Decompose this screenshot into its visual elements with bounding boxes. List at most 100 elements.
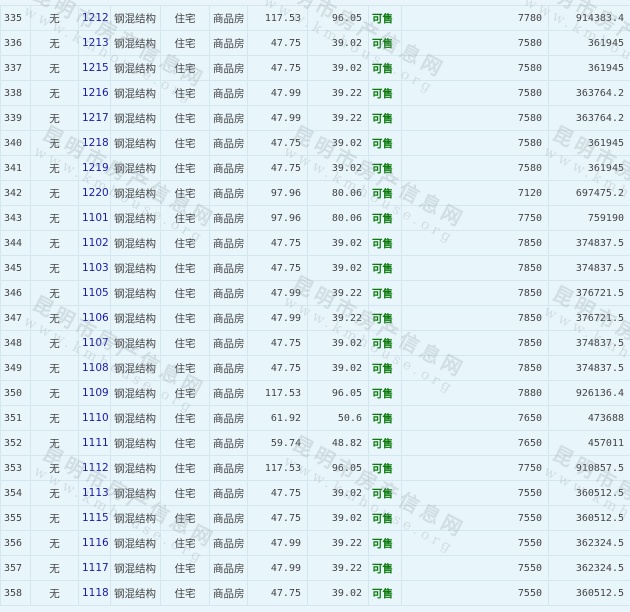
inner-area-cell: 39.02 xyxy=(307,330,369,356)
inner-area-cell: 39.22 xyxy=(307,280,369,306)
mortgage-cell: 无 xyxy=(30,55,79,81)
usage-cell: 住宅 xyxy=(160,205,210,231)
table-row: 357 无 1117 钢混结构 住宅 商品房 47.99 39.22 可售 7550 362324.… xyxy=(0,555,630,581)
house-type-cell: 商品房 xyxy=(209,230,248,256)
row-number: 358 xyxy=(0,580,31,606)
total-price-cell: 374837.5 xyxy=(548,255,630,281)
room-link[interactable]: 1219 xyxy=(82,162,109,174)
room-link[interactable]: 1220 xyxy=(82,187,109,199)
table-row: 350 无 1109 钢混结构 住宅 商品房 117.53 96.05 可售 7880 926136… xyxy=(0,380,630,406)
unit-price-cell: 7550 xyxy=(401,530,549,556)
total-price-cell: 926136.4 xyxy=(548,380,630,406)
structure-cell: 钢混结构 xyxy=(110,205,161,231)
unit-price-cell: 7850 xyxy=(401,355,549,381)
usage-cell: 住宅 xyxy=(160,430,210,456)
room-link[interactable]: 1110 xyxy=(82,412,109,424)
inner-area-cell: 48.82 xyxy=(307,430,369,456)
total-price-cell: 361945 xyxy=(548,155,630,181)
structure-cell: 钢混结构 xyxy=(110,380,161,406)
room-link[interactable]: 1117 xyxy=(82,562,109,574)
table-row: 355 无 1115 钢混结构 住宅 商品房 47.75 39.02 可售 7550 360512.… xyxy=(0,505,630,531)
status-cell: 可售 xyxy=(368,505,402,531)
row-number: 354 xyxy=(0,480,31,506)
row-number: 342 xyxy=(0,180,31,206)
room-link[interactable]: 1212 xyxy=(82,12,109,24)
table-row: 351 无 1110 钢混结构 住宅 商品房 61.92 50.6 可售 7650 473688 xyxy=(0,405,630,431)
total-price-cell: 759190 xyxy=(548,205,630,231)
room-link[interactable]: 1118 xyxy=(82,587,109,599)
unit-price-cell: 7580 xyxy=(401,105,549,131)
room-link[interactable]: 1213 xyxy=(82,37,109,49)
house-type-cell: 商品房 xyxy=(209,280,248,306)
inner-area-cell: 39.02 xyxy=(307,30,369,56)
room-link[interactable]: 1105 xyxy=(82,287,109,299)
status-cell: 可售 xyxy=(368,355,402,381)
usage-cell: 住宅 xyxy=(160,505,210,531)
inner-area-cell: 39.22 xyxy=(307,530,369,556)
table-row: 337 无 1215 钢混结构 住宅 商品房 47.75 39.02 可售 7580 361945 xyxy=(0,55,630,81)
house-type-cell: 商品房 xyxy=(209,30,248,56)
house-type-cell: 商品房 xyxy=(209,55,248,81)
status-cell: 可售 xyxy=(368,330,402,356)
room-link[interactable]: 1216 xyxy=(82,87,109,99)
usage-cell: 住宅 xyxy=(160,230,210,256)
structure-cell: 钢混结构 xyxy=(110,580,161,606)
room-link[interactable]: 1109 xyxy=(82,387,109,399)
usage-cell: 住宅 xyxy=(160,55,210,81)
mortgage-cell: 无 xyxy=(30,455,79,481)
room-link[interactable]: 1107 xyxy=(82,337,109,349)
room-link[interactable]: 1217 xyxy=(82,112,109,124)
house-type-cell: 商品房 xyxy=(209,255,248,281)
room-number-cell: 1220 xyxy=(78,180,111,206)
structure-cell: 钢混结构 xyxy=(110,230,161,256)
room-link[interactable]: 1215 xyxy=(82,62,109,74)
room-link[interactable]: 1116 xyxy=(82,537,109,549)
building-area-cell: 47.75 xyxy=(247,55,308,81)
inner-area-cell: 39.22 xyxy=(307,305,369,331)
structure-cell: 钢混结构 xyxy=(110,430,161,456)
room-number-cell: 1113 xyxy=(78,480,111,506)
mortgage-cell: 无 xyxy=(30,230,79,256)
inner-area-cell: 39.02 xyxy=(307,480,369,506)
room-link[interactable]: 1115 xyxy=(82,512,109,524)
room-link[interactable]: 1113 xyxy=(82,487,109,499)
room-link[interactable]: 1102 xyxy=(82,237,109,249)
inner-area-cell: 39.22 xyxy=(307,555,369,581)
inner-area-cell: 39.02 xyxy=(307,155,369,181)
room-number-cell: 1105 xyxy=(78,280,111,306)
status-cell: 可售 xyxy=(368,555,402,581)
building-area-cell: 47.99 xyxy=(247,305,308,331)
mortgage-cell: 无 xyxy=(30,405,79,431)
house-type-cell: 商品房 xyxy=(209,205,248,231)
building-area-cell: 47.75 xyxy=(247,155,308,181)
row-number: 345 xyxy=(0,255,31,281)
inner-area-cell: 96.05 xyxy=(307,455,369,481)
room-link[interactable]: 1103 xyxy=(82,262,109,274)
structure-cell: 钢混结构 xyxy=(110,130,161,156)
row-number: 347 xyxy=(0,305,31,331)
total-price-cell: 360512.5 xyxy=(548,505,630,531)
unit-price-cell: 7850 xyxy=(401,255,549,281)
building-area-cell: 117.53 xyxy=(247,5,308,31)
room-number-cell: 1103 xyxy=(78,255,111,281)
room-link[interactable]: 1218 xyxy=(82,137,109,149)
room-link[interactable]: 1112 xyxy=(82,462,109,474)
building-area-cell: 47.99 xyxy=(247,555,308,581)
inner-area-cell: 96.05 xyxy=(307,380,369,406)
room-link[interactable]: 1108 xyxy=(82,362,109,374)
room-link[interactable]: 1111 xyxy=(82,437,109,449)
inner-area-cell: 39.02 xyxy=(307,580,369,606)
room-number-cell: 1118 xyxy=(78,580,111,606)
inner-area-cell: 80.06 xyxy=(307,180,369,206)
total-price-cell: 374837.5 xyxy=(548,330,630,356)
room-link[interactable]: 1106 xyxy=(82,312,109,324)
total-price-cell: 914383.4 xyxy=(548,5,630,31)
house-type-cell: 商品房 xyxy=(209,180,248,206)
building-area-cell: 47.99 xyxy=(247,280,308,306)
structure-cell: 钢混结构 xyxy=(110,330,161,356)
room-link[interactable]: 1101 xyxy=(82,212,109,224)
table-row: 354 无 1113 钢混结构 住宅 商品房 47.75 39.02 可售 7550 360512.… xyxy=(0,480,630,506)
structure-cell: 钢混结构 xyxy=(110,5,161,31)
total-price-cell: 361945 xyxy=(548,130,630,156)
row-number: 351 xyxy=(0,405,31,431)
